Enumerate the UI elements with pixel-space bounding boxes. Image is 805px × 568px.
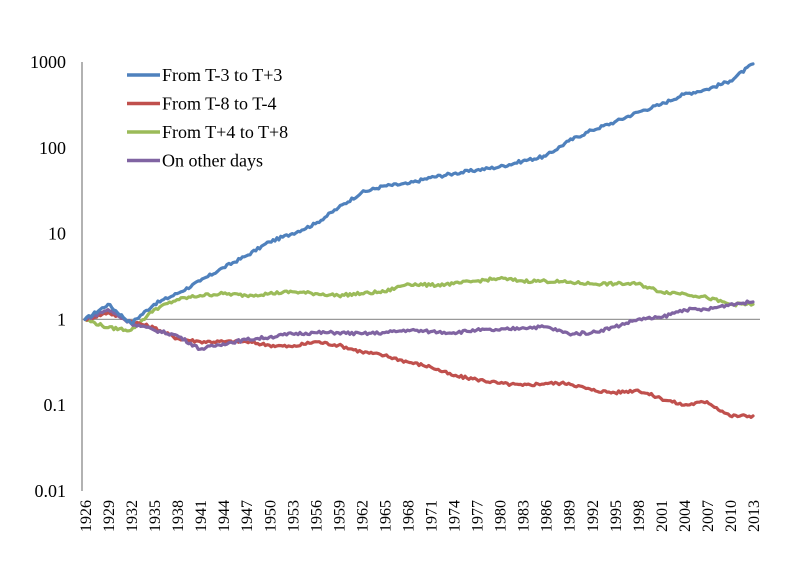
x-tick-label: 1959 xyxy=(331,500,348,532)
x-axis: 1926 1929 1932 1935 1938 1941 1944 1947 1950 1953… xyxy=(78,500,763,532)
y-axis: 1000 100 10 1 0.1 0.01 xyxy=(30,52,83,501)
x-tick-label: 1950 xyxy=(262,500,279,532)
legend-label: From T-3 to T+3 xyxy=(162,65,282,85)
legend-item: From T-8 to T-4 xyxy=(127,94,277,114)
y-tick-label: 0.1 xyxy=(44,395,67,415)
x-tick-label: 1977 xyxy=(470,500,487,532)
y-tick-label: 1 xyxy=(57,309,66,329)
series-line-from-t-4-to-t-8 xyxy=(83,275,755,333)
x-tick-label: 1983 xyxy=(516,500,533,532)
x-tick-label: 1953 xyxy=(285,500,302,532)
x-tick-label: 1929 xyxy=(101,500,118,532)
x-tick-label: 2004 xyxy=(677,500,694,532)
x-tick-label: 1965 xyxy=(377,500,394,532)
x-tick-label: 1935 xyxy=(147,500,164,532)
series-group xyxy=(83,62,755,419)
y-tick-label: 100 xyxy=(39,138,66,158)
y-tick-label: 1000 xyxy=(30,52,66,72)
x-tick-label: 1989 xyxy=(562,500,579,532)
x-tick-label: 1998 xyxy=(631,500,648,532)
x-tick-label: 1944 xyxy=(216,500,233,532)
y-tick-label: 0.01 xyxy=(35,481,67,501)
x-tick-label: 2007 xyxy=(700,500,717,532)
x-tick-label: 1980 xyxy=(493,500,510,532)
legend-item: On other days xyxy=(127,151,263,171)
legend-label: From T+4 to T+8 xyxy=(162,122,288,142)
x-tick-label: 1971 xyxy=(424,500,441,532)
x-tick-label: 1995 xyxy=(608,500,625,532)
x-tick-label: 1974 xyxy=(447,500,464,532)
x-tick-label: 2001 xyxy=(654,500,671,532)
x-tick-label: 1932 xyxy=(124,500,141,532)
x-tick-label: 1941 xyxy=(193,500,210,532)
series-line-from-t-3-to-t-3 xyxy=(83,62,755,325)
x-tick-label: 2010 xyxy=(723,500,740,532)
x-tick-label: 1968 xyxy=(400,500,417,532)
x-tick-label: 2013 xyxy=(746,500,763,532)
x-tick-label: 1947 xyxy=(239,500,256,532)
legend-label: From T-8 to T-4 xyxy=(162,94,277,114)
x-tick-label: 1956 xyxy=(308,500,325,532)
series-line-on-other-days xyxy=(83,299,755,351)
legend: From T-3 to T+3 From T-8 to T-4 From T+4 t… xyxy=(127,65,288,171)
x-tick-label: 1962 xyxy=(354,500,371,532)
x-tick-label: 1926 xyxy=(78,500,95,532)
series-line-from-t-8-to-t-4 xyxy=(83,311,755,419)
x-tick-label: 1992 xyxy=(585,500,602,532)
y-tick-label: 10 xyxy=(48,224,66,244)
legend-item: From T+4 to T+8 xyxy=(127,122,288,142)
legend-label: On other days xyxy=(162,151,263,171)
legend-item: From T-3 to T+3 xyxy=(127,65,282,85)
x-tick-label: 1938 xyxy=(170,500,187,532)
x-tick-label: 1986 xyxy=(539,500,556,532)
